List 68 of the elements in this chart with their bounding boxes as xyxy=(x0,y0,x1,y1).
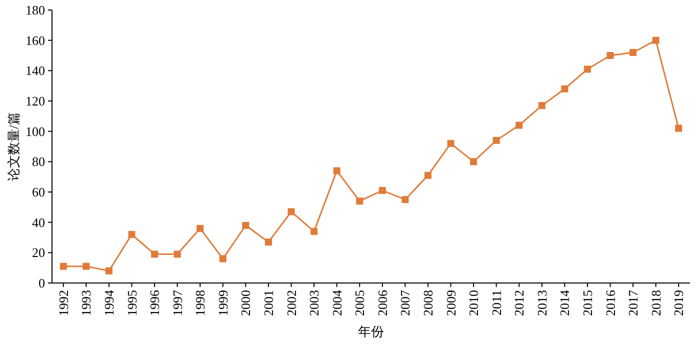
x-tick-label: 2007 xyxy=(398,290,413,316)
point xyxy=(60,262,67,270)
point xyxy=(196,224,204,232)
point xyxy=(151,250,158,258)
point xyxy=(402,196,409,204)
point xyxy=(424,172,432,179)
x-tick-label: 2013 xyxy=(534,290,550,316)
x-tick-label: 2008 xyxy=(420,290,436,316)
point xyxy=(128,230,136,238)
y-tick-label: 100 xyxy=(26,124,45,139)
y-tick-label: 120 xyxy=(26,94,45,108)
x-tick-label: 2015 xyxy=(580,290,595,316)
x-tick-label: 2003 xyxy=(306,290,322,316)
x-tick-label: 2000 xyxy=(238,290,254,316)
point xyxy=(492,136,500,144)
x-tick-label: 2014 xyxy=(557,290,572,316)
point xyxy=(630,48,637,56)
point xyxy=(333,167,340,174)
point xyxy=(219,255,226,262)
x-tick-label: 1994 xyxy=(101,290,116,316)
x-tick-label: 2009 xyxy=(443,290,458,316)
x-tick-label: 2002 xyxy=(284,290,299,316)
point xyxy=(652,36,660,44)
point xyxy=(606,52,614,59)
point xyxy=(82,262,90,270)
y-tick-label: 0 xyxy=(38,276,45,290)
y-tick-label: 80 xyxy=(32,154,45,170)
point xyxy=(675,124,682,132)
point xyxy=(356,198,364,205)
x-tick-label: 2011 xyxy=(488,290,504,316)
point xyxy=(264,238,272,246)
point xyxy=(584,66,591,73)
x-tick-label: 1993 xyxy=(78,290,94,316)
y-tick-label: 160 xyxy=(26,32,45,48)
point xyxy=(288,208,295,216)
x-tick-label: 2006 xyxy=(374,290,390,316)
x-tick-label: 2005 xyxy=(352,290,368,316)
x-tick-label: 2004 xyxy=(329,290,344,316)
x-tick-label: 2019 xyxy=(671,290,686,316)
point xyxy=(538,102,546,110)
x-tick-label: 1996 xyxy=(147,290,162,316)
y-tick-label: 180 xyxy=(26,2,45,18)
x-tick-label: 2012 xyxy=(512,290,527,316)
x-tick-label: 2018 xyxy=(648,290,664,316)
x-axis-title: 年份 xyxy=(358,324,384,339)
y-tick-label: 140 xyxy=(26,63,45,78)
point xyxy=(310,228,318,235)
x-tick-label: 2001 xyxy=(260,290,276,316)
point xyxy=(516,122,523,129)
x-tick-label: 2010 xyxy=(466,290,482,316)
point xyxy=(242,222,250,229)
y-tick-label: 20 xyxy=(32,245,45,260)
x-tick-label: 1992 xyxy=(56,290,71,316)
point xyxy=(378,186,386,194)
point xyxy=(447,140,454,147)
x-tick-label: 1997 xyxy=(170,290,185,316)
x-tick-label: 1995 xyxy=(124,290,140,316)
point xyxy=(105,267,112,274)
x-tick-label: 1998 xyxy=(192,290,208,316)
point xyxy=(174,250,181,258)
y-axis-title: 论文数量/篇 xyxy=(6,112,21,181)
x-tick-label: 2016 xyxy=(602,290,618,316)
x-tick-label: 2017 xyxy=(626,290,641,316)
x-tick-label: 1999 xyxy=(215,290,230,316)
point xyxy=(470,158,478,166)
point xyxy=(561,85,568,92)
y-tick-label: 60 xyxy=(32,184,45,200)
y-tick-label: 40 xyxy=(32,214,45,230)
